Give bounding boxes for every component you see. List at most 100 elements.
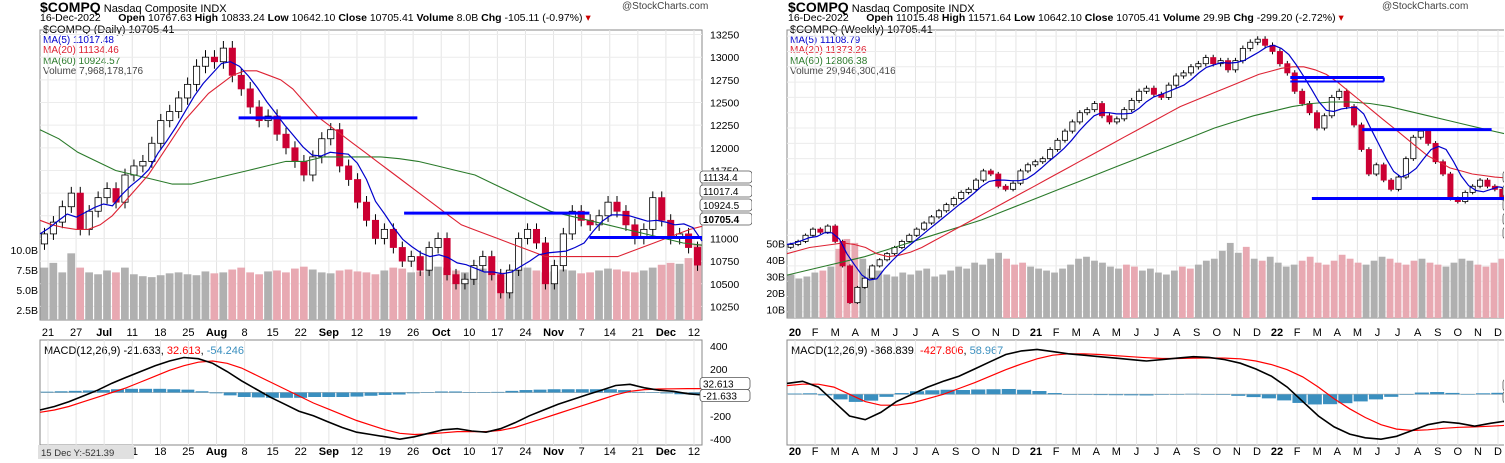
volume-bar [931, 276, 939, 318]
x-tick-label: Dec [656, 327, 676, 339]
macd-hist-bar [294, 392, 308, 398]
volume-tick-label: 40B [766, 255, 785, 267]
macd-hist-bar [986, 389, 1001, 395]
volume-bar [541, 272, 550, 320]
x-tick-label: 21 [632, 327, 644, 339]
x-tick-label-bottom: M [1072, 446, 1081, 458]
bottom-note-bg [38, 445, 134, 459]
volume-bar [1386, 258, 1394, 318]
volume-bar [335, 270, 344, 320]
candle-body [434, 238, 442, 248]
candle-body [85, 210, 93, 230]
x-tick-label: O [1454, 327, 1463, 339]
macd-hist-bar [463, 392, 477, 393]
price-tick-label: 13000 [710, 52, 739, 64]
x-tick-label-bottom: M [1112, 446, 1121, 458]
brand-label: @StockCharts.com [622, 1, 709, 12]
volume-bar [1099, 262, 1106, 318]
volume-bar [1250, 258, 1258, 318]
candle-body [1076, 112, 1083, 123]
x-tick-label: Nov [543, 327, 565, 339]
macd-value-label: -21.633 [703, 392, 737, 403]
volume-bar [1394, 262, 1402, 318]
macd-value-label: 32.613 [703, 380, 734, 391]
symbol-text: $COMPQ [788, 0, 849, 15]
legend-volume: Volume 29,946,300,416 [790, 66, 896, 77]
ma20-line [39, 70, 703, 258]
macd-value-box [1502, 379, 1504, 392]
x-tick-label: M [831, 327, 840, 339]
volume-bar [693, 243, 702, 320]
right-value-box [699, 170, 752, 184]
macd-hist-bar [925, 390, 940, 395]
macd-hist-bar [575, 389, 589, 393]
volume-tick-label: 10B [766, 305, 785, 317]
volume-bar [1314, 262, 1322, 318]
macd-hist-bar [660, 392, 674, 394]
x-tick-label-bottom: Nov [543, 446, 565, 458]
macd-hist-bar [167, 389, 181, 393]
candle-body [416, 256, 424, 271]
volume-bar [939, 274, 947, 318]
candle-body [685, 233, 693, 248]
candle-body [1039, 158, 1046, 163]
macd-hist-bar [449, 391, 462, 393]
x-tick-label: M [1072, 327, 1081, 339]
x-tick-label-bottom: O [1454, 446, 1463, 458]
x-tick-label-bottom: A [1334, 446, 1342, 458]
volume-bar [1474, 264, 1482, 318]
candle-body [461, 278, 469, 285]
macd-hist-bar [533, 389, 547, 393]
symbol-name: Nasdaq Composite INDX [103, 3, 227, 15]
x-tick-label: S [1193, 327, 1200, 339]
candle-body [1128, 100, 1135, 111]
x-tick-label-bottom: D [1012, 446, 1020, 458]
candle-body [1440, 161, 1446, 175]
macd-hist-bar [406, 392, 420, 394]
macd-hist-bar [547, 389, 561, 393]
macd-plot-frame [786, 339, 1504, 446]
legend-ma60: MA(60) 12806.38 [790, 55, 868, 67]
x-tick-label: F [1294, 327, 1301, 339]
candle-body [210, 56, 218, 63]
volume-bar [1003, 258, 1010, 318]
volume-bar [353, 271, 362, 320]
macd-hist-bar [646, 392, 660, 393]
weekly-chart-svg: 2020FFMMAAMMJJJJAASSOONNDD2121FFMMAAMMJJ… [766, 29, 1504, 458]
x-tick-label-bottom: J [1134, 446, 1140, 458]
candle-body [1173, 75, 1180, 86]
volume-bar [795, 278, 803, 318]
macd-hist-bar [1001, 388, 1016, 395]
candle-body [613, 201, 621, 212]
volume-bar [1234, 252, 1242, 318]
brand-label: @StockCharts.com [1382, 1, 1469, 12]
volume-bar [835, 248, 843, 318]
volume-bar [827, 266, 835, 318]
candle-body [488, 256, 496, 276]
macd-hist-bar [68, 390, 82, 393]
macd-hist-bar [392, 392, 406, 395]
x-tick-label-bottom: 21 [632, 446, 644, 458]
x-tick-label: Oct [432, 327, 451, 339]
volume-bar [407, 272, 416, 320]
candle-body [1099, 103, 1106, 117]
volume-bar [1075, 258, 1082, 318]
x-tick-label-bottom: S [952, 446, 959, 458]
candle-body [515, 238, 523, 271]
candle-body [809, 228, 816, 236]
macd-hist-bar [125, 388, 138, 393]
candle-body [987, 170, 994, 175]
candle-body [1328, 97, 1335, 117]
x-tick-label: S [1434, 327, 1441, 339]
x-tick-label-bottom: 22 [295, 446, 307, 458]
candle-body [470, 265, 478, 280]
down-arrow-icon: ▾ [585, 12, 591, 24]
macd-value-box [1502, 391, 1504, 404]
macd-hist-bar [364, 392, 378, 396]
x-tick-label: D [1012, 327, 1020, 339]
x-tick-label-bottom: J [913, 446, 919, 458]
volume-bar [1242, 246, 1250, 318]
volume-tick-label: 20B [766, 288, 785, 300]
x-tick-label: 15 [267, 327, 279, 339]
macd-hist-bar [1108, 394, 1123, 396]
